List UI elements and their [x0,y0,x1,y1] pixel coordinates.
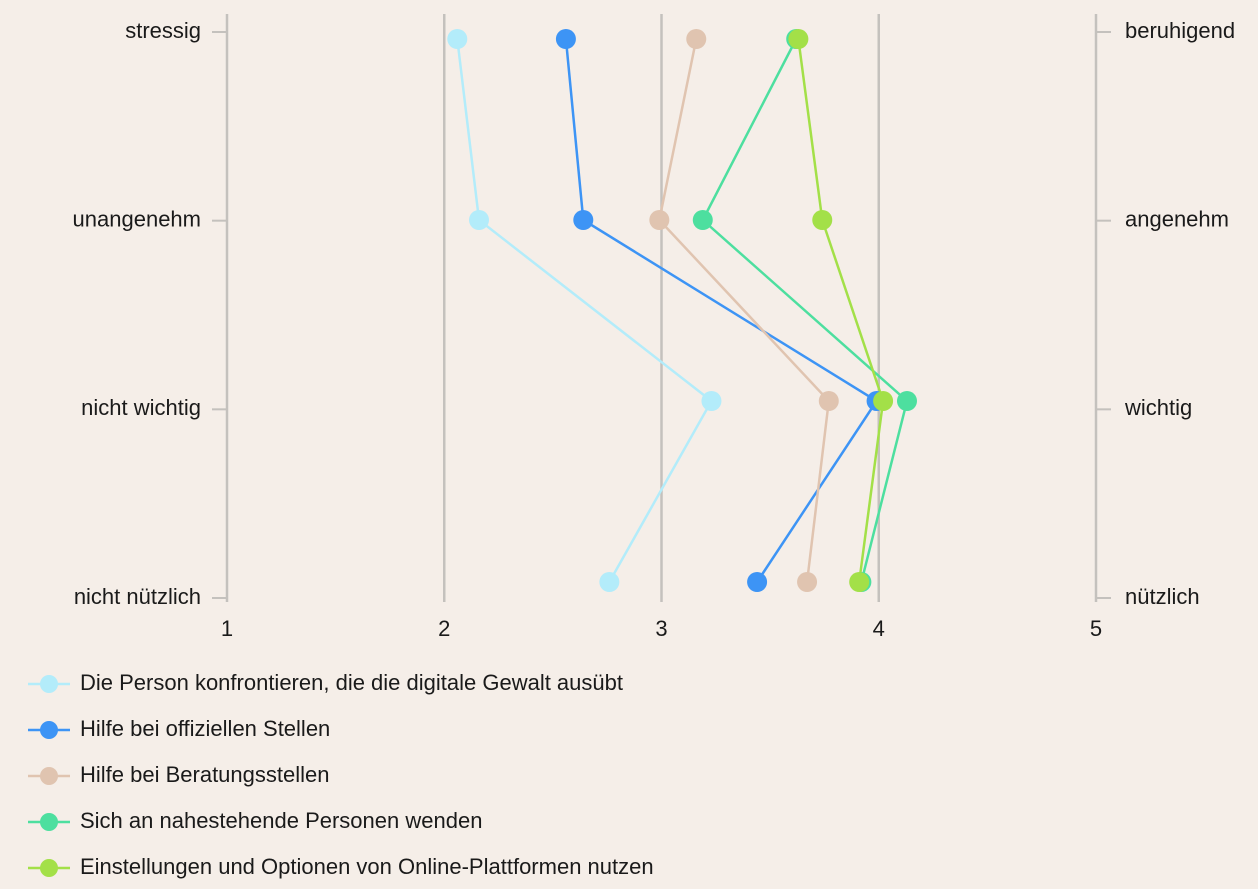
right-label: nützlich [1125,584,1200,609]
left-label: nicht wichtig [81,395,201,420]
series-line [564,38,879,583]
legend-label: Die Person konfrontieren, die die digita… [80,670,623,695]
left-label: stressig [125,18,201,43]
legend-marker [40,675,58,693]
data-point [818,391,839,411]
legend-label: Sich an nahestehende Personen wenden [80,808,482,833]
data-point [797,572,818,592]
data-point [599,572,620,592]
data-point [747,572,768,592]
legend-marker [40,859,58,877]
x-tick-label: 5 [1090,616,1102,641]
right-label: beruhigend [1125,18,1235,43]
data-point [469,210,490,230]
legend-marker [40,767,58,785]
data-point [447,29,468,49]
legend-label: Hilfe bei Beratungsstellen [80,762,329,787]
left-label: nicht nützlich [74,584,201,609]
series-line [701,38,909,583]
x-tick-label: 1 [221,616,233,641]
data-point [896,391,917,411]
legend-label: Einstellungen und Optionen von Online-Pl… [80,854,654,879]
data-point [555,29,576,49]
right-label: wichtig [1124,395,1192,420]
x-tick-label: 4 [873,616,885,641]
x-tick-label: 3 [655,616,667,641]
x-tick-label: 2 [438,616,450,641]
data-point [788,29,809,49]
data-point [649,210,670,230]
series-line [456,38,714,583]
left-label: unangenehm [73,206,201,231]
series-line [657,38,831,583]
data-point [692,210,713,230]
legend-marker [40,813,58,831]
data-point [849,572,870,592]
data-point [873,391,894,411]
data-point [573,210,594,230]
data-point [812,210,833,230]
data-point [701,391,722,411]
legend-marker [40,721,58,739]
series-line [797,38,885,583]
legend-label: Hilfe bei offiziellen Stellen [80,716,330,741]
data-point [686,29,707,49]
right-label: angenehm [1125,206,1229,231]
